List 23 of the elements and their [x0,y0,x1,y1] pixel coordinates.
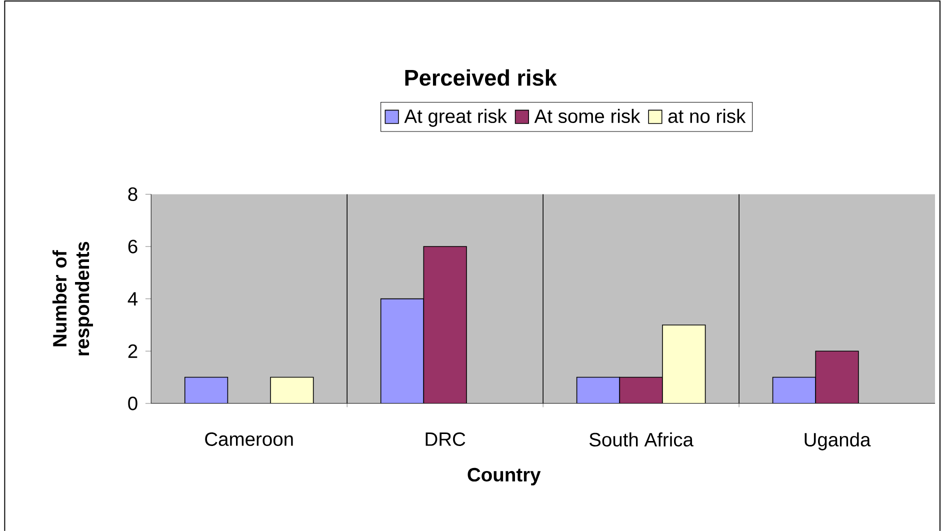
bar [772,376,816,404]
legend-label: at no risk [668,108,746,124]
x-tick-label: Cameroon [205,432,293,446]
y-tick-label: 8 [128,187,138,202]
bar [184,376,228,404]
x-tick-label: Uganda [804,432,871,450]
bar [815,350,859,404]
bar [619,376,663,404]
x-axis-title: Country [468,468,541,486]
chart-title: Perceived risk [405,69,557,86]
y-tick-label: 0 [128,396,138,410]
y-axis-title: Number of respondents [52,242,93,356]
legend-label: At great risk [404,108,507,127]
y-tick-label: 6 [128,240,138,254]
legend-label: At some risk [534,108,640,124]
x-tick-label: South Africa [589,432,694,447]
x-tick-label: DRC [426,432,466,446]
bar [380,298,424,404]
bar [270,376,314,404]
y-tick-label: 4 [128,292,138,306]
bar [423,246,467,404]
y-tick-label: 2 [128,344,138,358]
bar [576,376,620,404]
